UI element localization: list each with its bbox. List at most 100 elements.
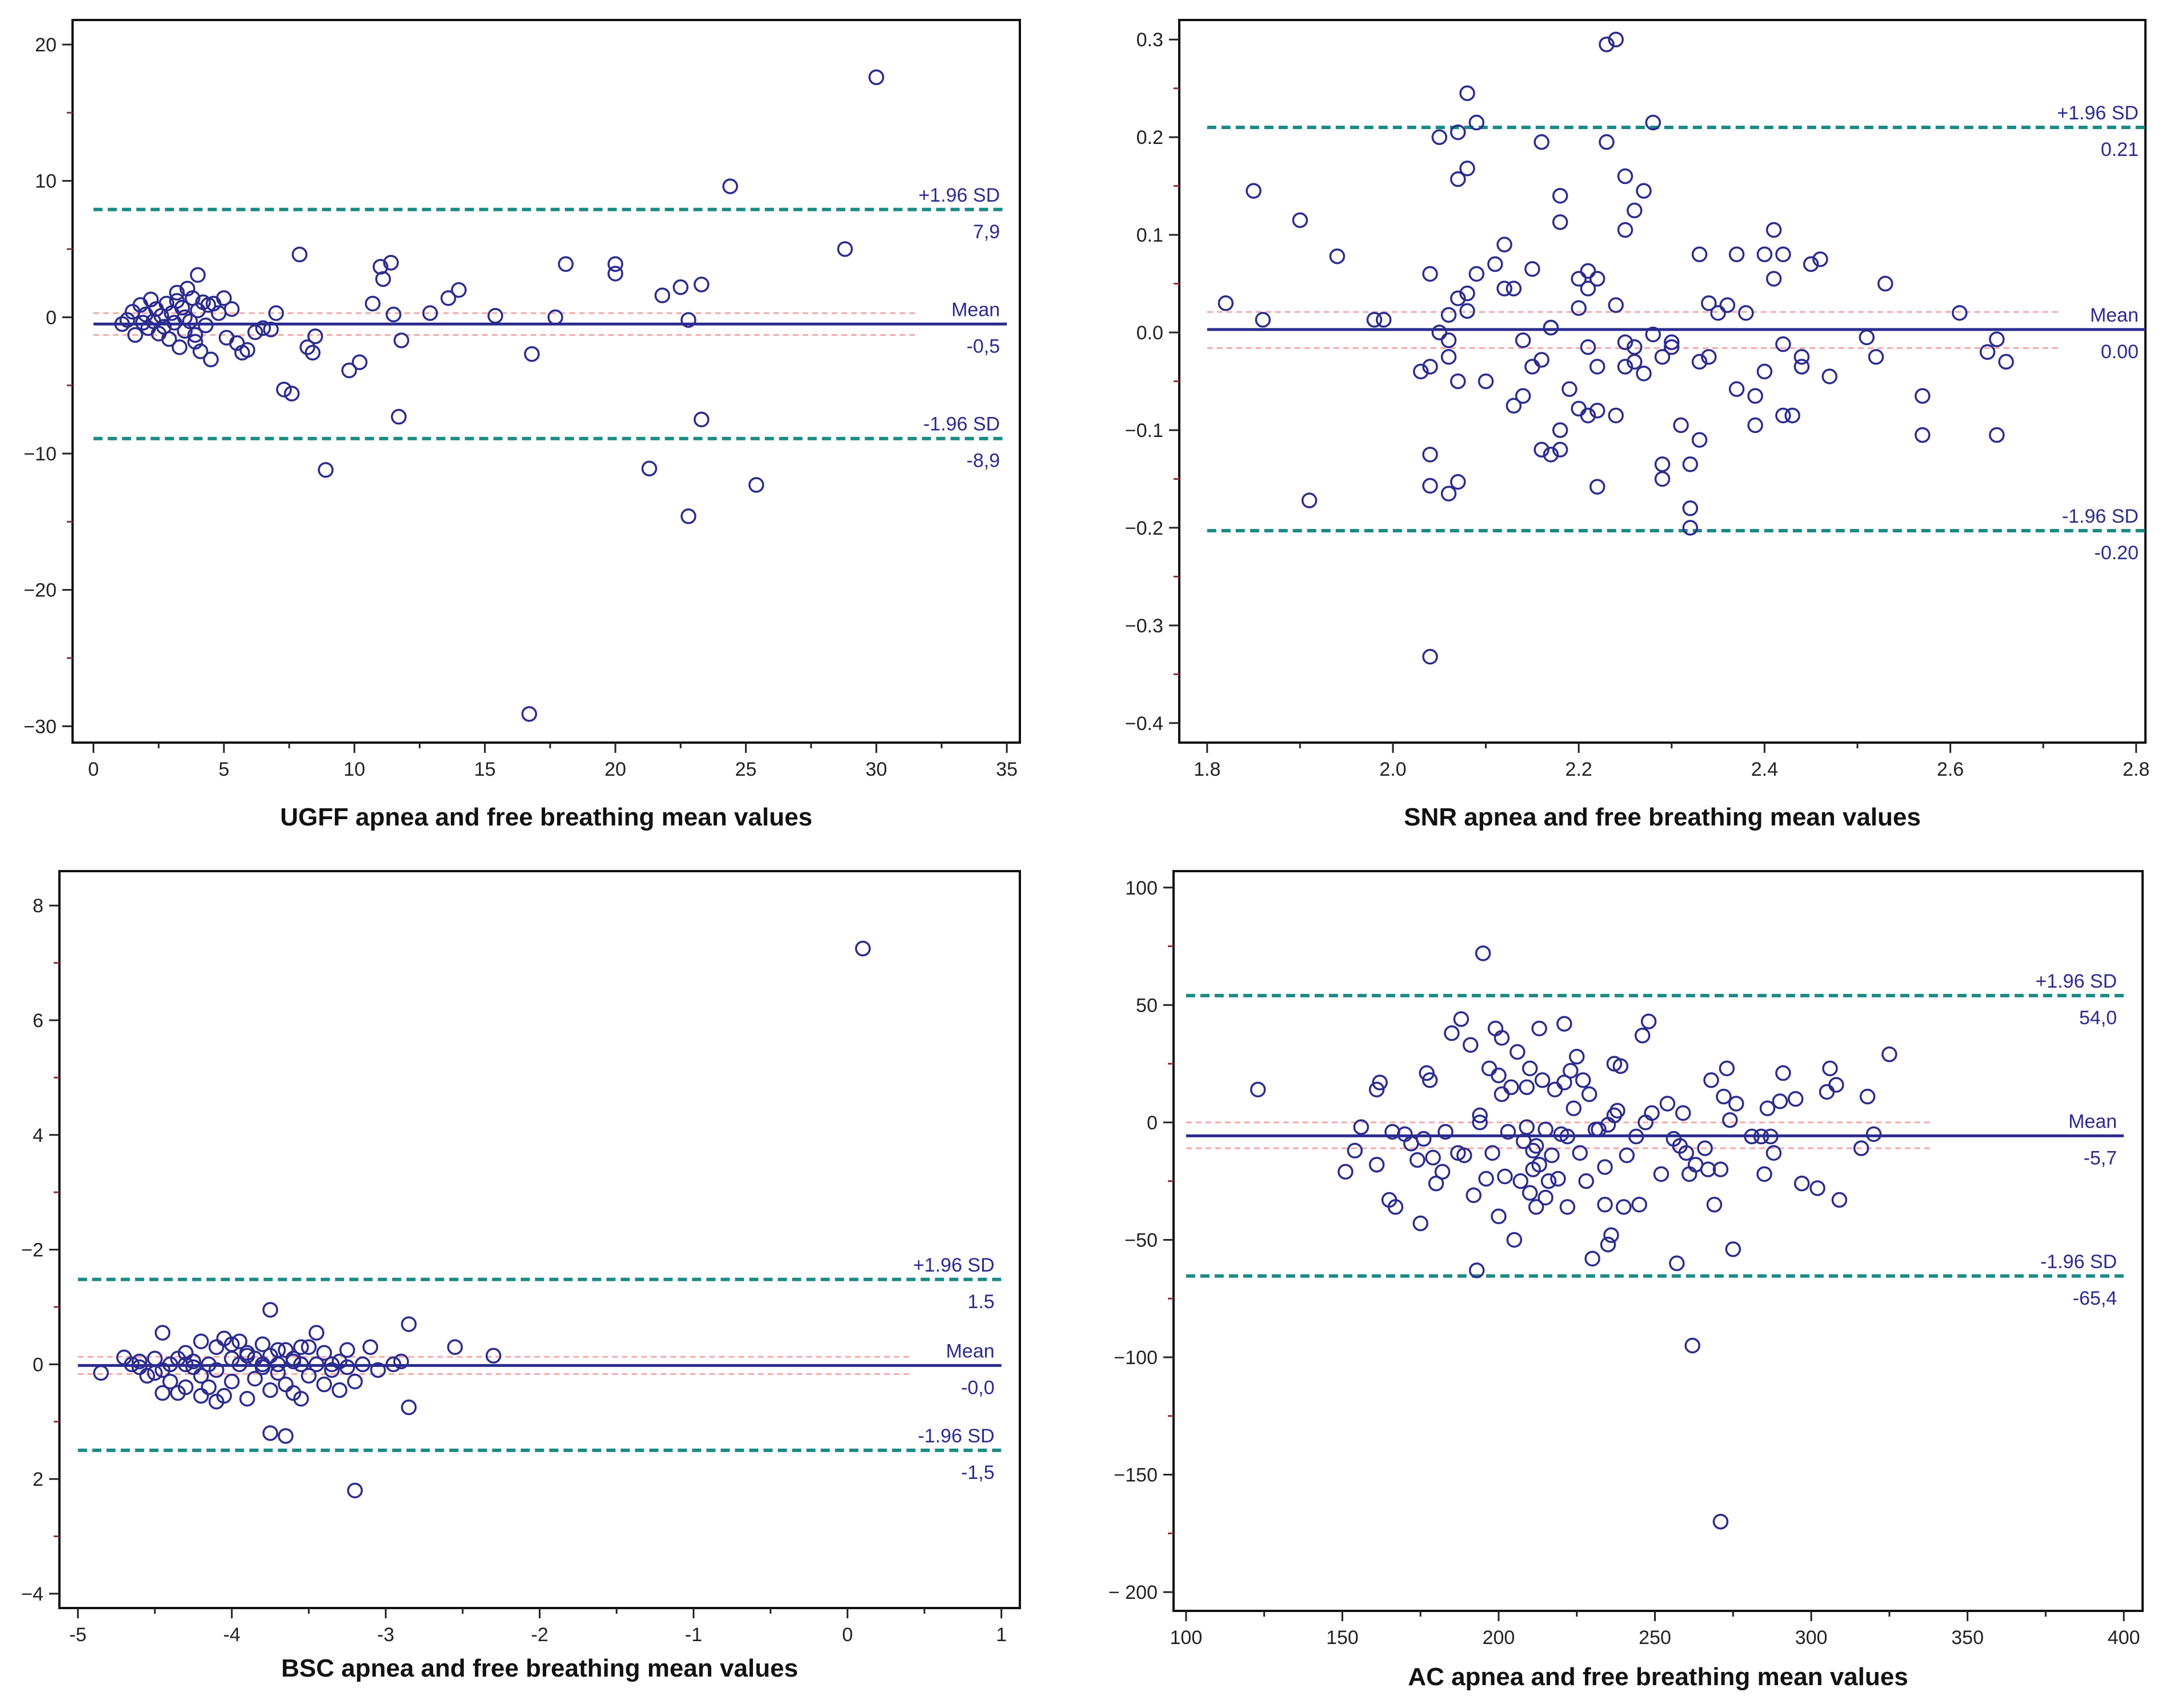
data-point bbox=[178, 1356, 194, 1373]
data-point bbox=[1353, 1119, 1370, 1135]
data-point bbox=[1803, 256, 1819, 272]
y-tick-label: 0 bbox=[1147, 1112, 1158, 1134]
data-point bbox=[131, 1353, 147, 1370]
data-point bbox=[1494, 1030, 1510, 1046]
data-point bbox=[1372, 1074, 1388, 1090]
data-point bbox=[641, 460, 658, 477]
data-point bbox=[1510, 1044, 1526, 1060]
data-point bbox=[1571, 271, 1587, 287]
data-point bbox=[1556, 1074, 1572, 1090]
data-point bbox=[262, 1382, 278, 1398]
data-point bbox=[1487, 256, 1503, 272]
data-point bbox=[1428, 1176, 1444, 1192]
data-point bbox=[169, 284, 185, 301]
data-point bbox=[694, 276, 710, 292]
data-point bbox=[139, 1368, 155, 1384]
data-point bbox=[1552, 422, 1568, 438]
data-point bbox=[1472, 1107, 1488, 1124]
y-tick-label: − 200 bbox=[1108, 1582, 1158, 1603]
data-point bbox=[1759, 1100, 1776, 1116]
data-point bbox=[1500, 1124, 1516, 1140]
data-point bbox=[1765, 1145, 1782, 1161]
data-point bbox=[1422, 446, 1438, 463]
data-point bbox=[309, 1325, 325, 1341]
data-point bbox=[1481, 1060, 1498, 1077]
data-point bbox=[1989, 427, 2005, 443]
data-point bbox=[1716, 1088, 1732, 1105]
data-point bbox=[1915, 388, 1931, 404]
data-point bbox=[1756, 246, 1773, 263]
data-point bbox=[748, 477, 764, 493]
plot-frame bbox=[58, 870, 1021, 1609]
panel-ugff-plot: 20 10 0 −10 −20 −30 0 5 10 15 20 25 30 35 +1.96 SD 7,9 -… bbox=[23, 19, 1021, 831]
data-point bbox=[247, 1370, 263, 1387]
data-point bbox=[178, 1345, 194, 1361]
data-point bbox=[299, 339, 315, 355]
data-point bbox=[1653, 1166, 1669, 1182]
data-point bbox=[1218, 295, 1234, 311]
data-point bbox=[135, 315, 151, 331]
data-point bbox=[837, 241, 853, 257]
mean-label: Mean bbox=[2090, 304, 2139, 326]
data-point bbox=[1413, 363, 1429, 380]
data-point bbox=[1822, 1060, 1838, 1077]
data-point bbox=[1531, 1020, 1547, 1037]
data-point bbox=[1409, 1152, 1426, 1168]
data-point bbox=[147, 1365, 163, 1381]
y-tick-label: 0.3 bbox=[1136, 29, 1163, 51]
data-point bbox=[1589, 271, 1606, 287]
data-point bbox=[1478, 1170, 1494, 1187]
x-tick-label: 0 bbox=[842, 1624, 853, 1646]
data-point bbox=[440, 290, 457, 306]
y-tick-label: 100 bbox=[1125, 877, 1158, 899]
data-point bbox=[1566, 1100, 1582, 1116]
data-point bbox=[680, 508, 696, 524]
y-tick-label: −0.4 bbox=[1125, 713, 1163, 735]
y-tick-label: −4 bbox=[21, 1583, 43, 1605]
data-point bbox=[1503, 1079, 1519, 1095]
data-point bbox=[1534, 352, 1550, 368]
data-point bbox=[1547, 1081, 1563, 1098]
data-point bbox=[1450, 474, 1466, 490]
lower-sd-label: -1.96 SD bbox=[2062, 506, 2139, 527]
data-point bbox=[1512, 1173, 1529, 1189]
data-point bbox=[1610, 1102, 1625, 1119]
data-point bbox=[1775, 1065, 1791, 1081]
data-point bbox=[1494, 1086, 1510, 1102]
data-point bbox=[1865, 1126, 1882, 1142]
data-point bbox=[1562, 381, 1578, 397]
y-tick-label: −0.1 bbox=[1125, 420, 1163, 442]
data-point bbox=[1612, 1058, 1629, 1074]
x-tick-label: 2.6 bbox=[1937, 759, 1964, 780]
y-tick-label: −50 bbox=[1124, 1229, 1158, 1251]
data-point bbox=[262, 1302, 278, 1318]
x-tick-label: 150 bbox=[1326, 1627, 1359, 1649]
data-point bbox=[309, 1356, 325, 1373]
data-point bbox=[1475, 945, 1491, 961]
data-point bbox=[1575, 1072, 1591, 1088]
data-point bbox=[1468, 266, 1485, 282]
data-point bbox=[1787, 1091, 1804, 1107]
x-tick-label: 350 bbox=[1951, 1627, 1984, 1649]
y-tick-label: 8 bbox=[33, 895, 43, 917]
data-point bbox=[1450, 124, 1466, 141]
data-point bbox=[293, 1390, 309, 1407]
data-point bbox=[868, 69, 884, 85]
data-point bbox=[1775, 246, 1791, 263]
upper-sd-value: 1.5 bbox=[967, 1291, 994, 1313]
data-point bbox=[1491, 1208, 1507, 1225]
data-point bbox=[185, 1353, 202, 1370]
data-point bbox=[324, 1362, 340, 1378]
data-point bbox=[672, 279, 688, 295]
data-point bbox=[316, 1345, 333, 1361]
data-point bbox=[1603, 1227, 1619, 1243]
data-point bbox=[1519, 1119, 1535, 1135]
data-point bbox=[1434, 1164, 1451, 1180]
data-point bbox=[1329, 248, 1346, 264]
data-point bbox=[1484, 1145, 1500, 1161]
data-point bbox=[1462, 1037, 1479, 1053]
panel-bsc-plot: 8 6 4 −2 0 2 −4 -5 -4 -3 -2 -1 0 1 +1.96 SD 1.5 -1.96 SD… bbox=[21, 870, 1021, 1682]
data-point bbox=[301, 1368, 317, 1384]
panel-snr-plot: 0.3 0.2 0.1 0.0 −0.1 −0.2 −0.3 −0.4 1.8 2.0 2.2 2.4… bbox=[1125, 19, 2149, 831]
data-point bbox=[1440, 349, 1457, 365]
